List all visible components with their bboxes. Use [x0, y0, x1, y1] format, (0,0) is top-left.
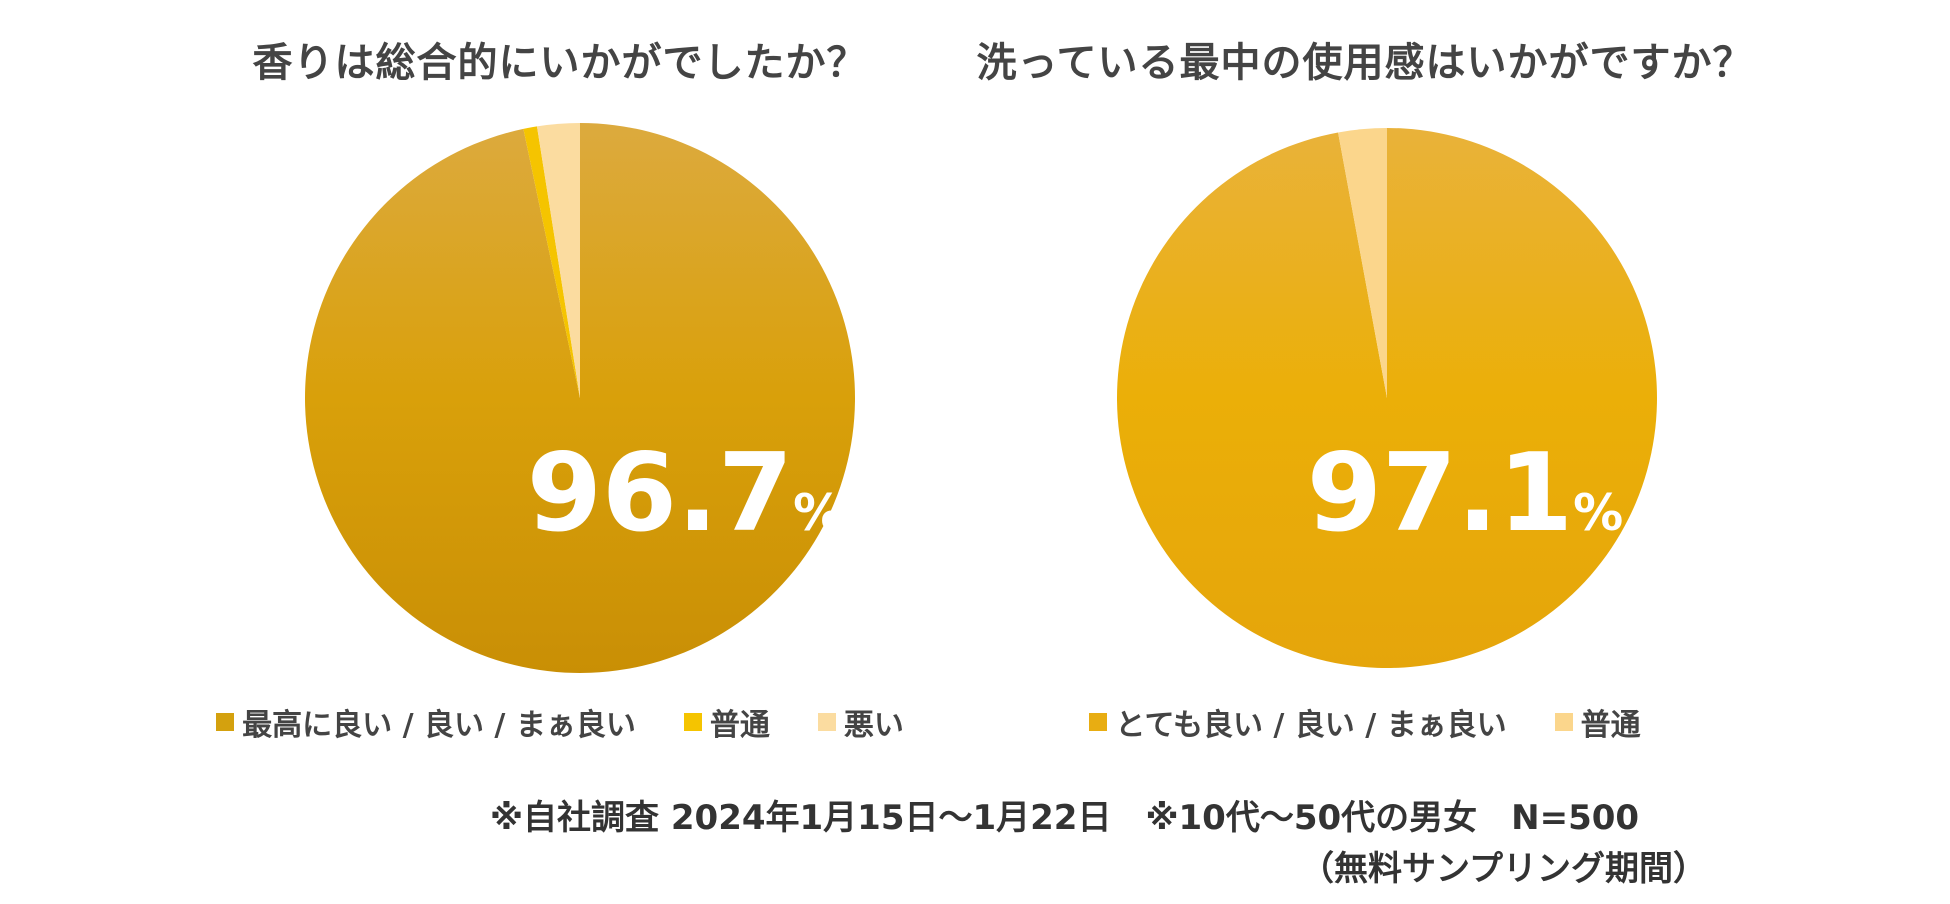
percent-unit: %: [1573, 484, 1623, 542]
survey-footnote: ※自社調査 2024年1月15日～1月22日 ※10代～50代の男女 N=500…: [490, 790, 1730, 890]
legend-item: 普通: [1554, 700, 1641, 744]
legend-label: とても良い / 良い / まぁ良い: [1115, 708, 1507, 743]
legend-item: 悪い: [817, 700, 904, 744]
legend-swatch: [1089, 713, 1108, 731]
pie-slice: [523, 126, 580, 398]
footnote-line: （無料サンプリング期間）: [1300, 849, 1707, 889]
pie-chart: 96.7%: [305, 123, 856, 674]
percent-label: 96.7%: [527, 431, 844, 556]
legend-swatch: [817, 713, 836, 731]
percent-unit: %: [793, 484, 843, 542]
footnote-line: ※自社調査 2024年1月15日～1月22日 ※10代～50代の男女 N=500: [490, 798, 1640, 838]
percent-label: 97.1%: [1307, 431, 1624, 556]
chart-title: 香りは総合的にいかがでしたか？: [252, 40, 868, 86]
pie-slice: [1338, 128, 1387, 398]
legend-swatch: [216, 713, 235, 731]
legend: 最高に良い / 良い / まぁ良い 普通 悪い: [140, 700, 980, 744]
legend-label: 普通: [1580, 708, 1641, 743]
legend-label: 普通: [709, 708, 770, 743]
legend-swatch: [1554, 713, 1573, 731]
percent-value: 97.1: [1307, 431, 1573, 556]
legend-label: 悪い: [843, 708, 904, 743]
legend: とても良い / 良い / まぁ良い 普通: [945, 700, 1785, 744]
legend-item: 普通: [683, 700, 770, 744]
legend-item: とても良い / 良い / まぁ良い: [1089, 700, 1507, 744]
chart-title: 洗っている最中の使用感はいかがですか？: [976, 40, 1754, 86]
pie-chart: 97.1%: [1117, 128, 1657, 668]
legend-swatch: [683, 713, 702, 731]
chart-fragrance: 香りは総合的にいかがでしたか？ 96.7% 最高に良い / 良い / まぁ良い …: [140, 0, 980, 760]
pie-slice: [536, 123, 580, 398]
legend-label: 最高に良い / 良い / まぁ良い: [242, 708, 636, 743]
percent-value: 96.7: [527, 431, 793, 556]
pie-slice: [305, 123, 856, 674]
legend-item: 最高に良い / 良い / まぁ良い: [216, 700, 636, 744]
chart-usage-feel: 洗っている最中の使用感はいかがですか？ 97.1% とても良い / 良い / ま…: [945, 0, 1785, 760]
